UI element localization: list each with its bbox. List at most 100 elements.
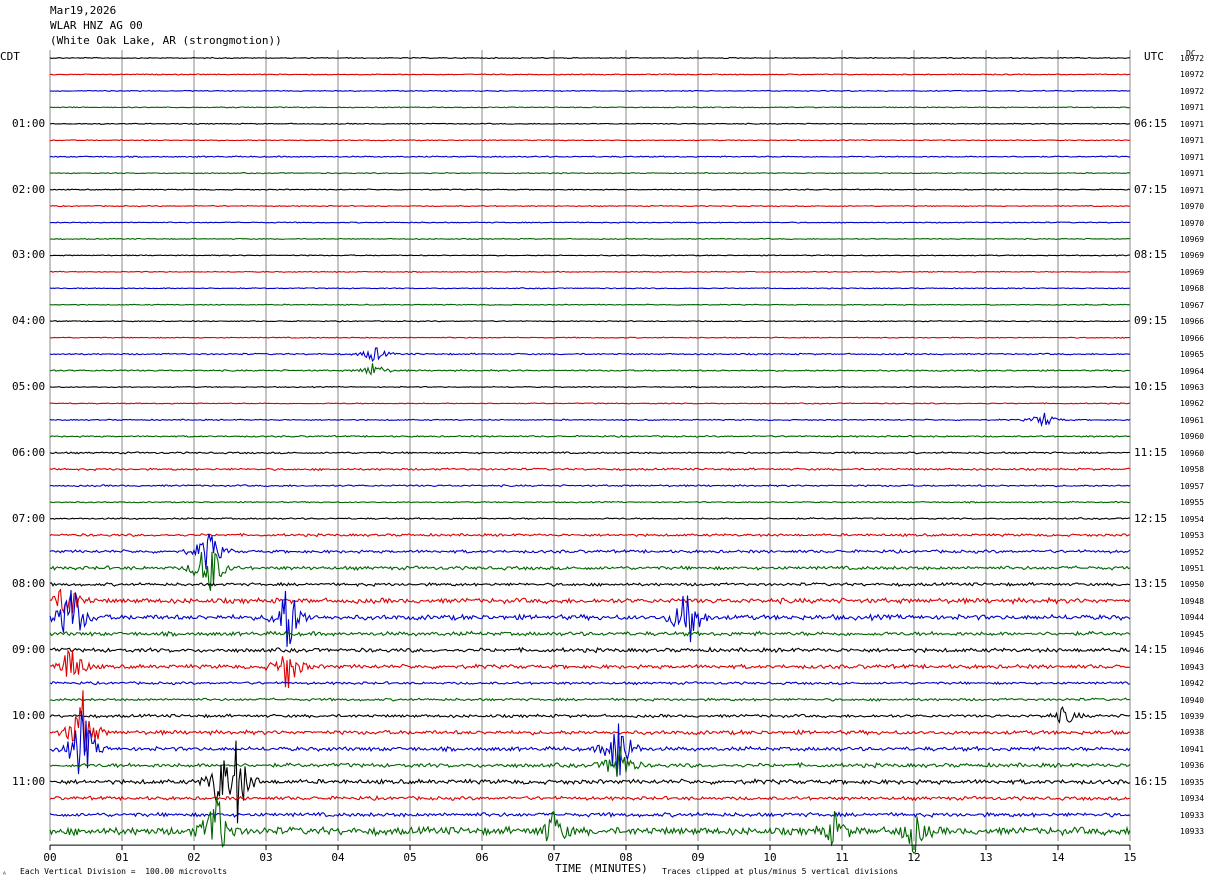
cdt-time-label: 09:00 [12,643,46,657]
cdt-time-label: 04:00 [12,314,46,328]
trace-row-27 [49,500,1131,504]
dc-value: 10945 [1180,629,1205,639]
x-tick-label: 13 [979,851,992,864]
dc-value: 10971 [1180,169,1205,179]
trace-row-39 [49,697,1131,702]
utc-time-label: 13:15 [1134,577,1168,591]
trace-row-1 [49,73,1130,76]
dc-value: 10939 [1180,712,1205,721]
trace-row-32 [49,581,1131,588]
trace-row-24 [49,451,1131,455]
x-tick-label: 05 [403,851,416,864]
trace-row-17 [49,336,1130,339]
utc-time-label: 16:15 [1134,774,1168,788]
dc-value: 10957 [1180,481,1205,491]
dc-value: 10971 [1180,152,1205,162]
dc-value: 10951 [1180,563,1205,573]
trace-row-31 [49,551,1131,591]
x-tick-label: 12 [907,851,920,864]
trace-row-44 [49,740,1131,824]
dc-value: 10952 [1180,547,1205,557]
trace-row-8 [49,188,1131,191]
trace-row-41 [49,690,1131,754]
utc-time-label: 10:15 [1134,380,1168,393]
trace-row-30 [49,533,1131,570]
header-station: WLAR HNZ AG 00 [50,19,143,32]
dc-value: 10966 [1180,317,1205,327]
dc-value: 10964 [1180,366,1205,376]
trace-row-25 [49,467,1131,472]
cdt-time-label: 07:00 [12,511,46,525]
dc-value: 10933 [1180,827,1205,837]
x-tick-label: 14 [1051,851,1065,864]
cdt-time-label: 06:00 [12,445,46,459]
dc-value: 10950 [1180,580,1205,590]
dc-value: 10958 [1180,465,1205,475]
utc-time-label: 07:15 [1134,182,1168,196]
dc-value: 10944 [1180,613,1205,623]
trace-row-43 [49,746,1131,777]
dc-value: 10946 [1180,646,1205,656]
dc-value: 10971 [1180,136,1205,146]
dc-value: 10948 [1180,596,1205,606]
utc-time-label: 11:15 [1134,445,1168,459]
dc-value: 10972 [1180,70,1205,80]
dc-value: 10969 [1180,234,1205,244]
trace-row-35 [49,630,1131,638]
trace-row-33 [50,588,1131,614]
cdt-time-label: 05:00 [12,380,46,393]
trace-row-11 [49,237,1131,241]
dc-value: 10933 [1180,810,1205,820]
dc-value: 10934 [1180,794,1205,804]
dc-value: 10972 [1180,54,1205,63]
trace-row-12 [49,254,1131,257]
corner-mark: ᴬ [2,870,7,879]
trace-row-47 [49,797,1131,855]
x-tick-label: 11 [835,851,848,864]
cdt-time-label: 01:00 [12,116,46,130]
trace-row-7 [49,171,1131,175]
trace-row-19 [49,363,1131,376]
utc-time-label: 08:15 [1134,248,1168,262]
trace-row-45 [49,795,1131,802]
seismic-traces [49,56,1131,855]
trace-row-21 [49,402,1131,405]
trace-row-2 [49,89,1130,93]
trace-row-36 [49,646,1131,654]
x-tick-label: 02 [187,851,200,864]
scale-note: Each Vertical Division = 100.00 microvol… [20,867,228,876]
trace-row-14 [49,287,1131,290]
trace-row-42 [49,711,1131,777]
cdt-time-label: 10:00 [12,709,46,722]
dc-value: 10971 [1180,119,1205,129]
dc-value: 10942 [1180,679,1205,689]
dc-value: 10955 [1180,498,1205,508]
utc-time-label: 15:15 [1134,709,1168,722]
x-tick-label: 01 [115,851,128,864]
cdt-time-label: 03:00 [12,248,46,262]
x-axis-label: TIME (MINUTES) [555,862,648,875]
x-tick-label: 06 [475,851,488,864]
x-tick-label: 03 [259,851,272,864]
trace-row-46 [49,811,1131,819]
dc-value: 10972 [1180,86,1205,96]
utc-time-label: 09:15 [1134,314,1168,328]
dc-value: 10940 [1180,695,1205,705]
dc-value: 10961 [1180,415,1205,425]
dc-value: 10963 [1180,383,1205,392]
dc-value: 10971 [1180,185,1205,195]
clip-note: Traces clipped at plus/minus 5 vertical … [662,867,899,876]
trace-row-28 [49,517,1130,521]
utc-time-label: 12:15 [1134,511,1168,525]
trace-row-16 [49,319,1130,323]
trace-row-4 [49,122,1131,125]
dc-value: 10966 [1180,333,1205,343]
trace-row-10 [49,221,1131,224]
trace-row-34 [49,589,1131,647]
dc-value: 10935 [1180,777,1205,787]
dc-value: 10971 [1180,103,1205,113]
trace-row-26 [49,484,1131,488]
trace-row-40 [49,705,1131,724]
utc-time-label: 14:15 [1134,643,1168,657]
x-tick-label: 07 [547,851,560,864]
